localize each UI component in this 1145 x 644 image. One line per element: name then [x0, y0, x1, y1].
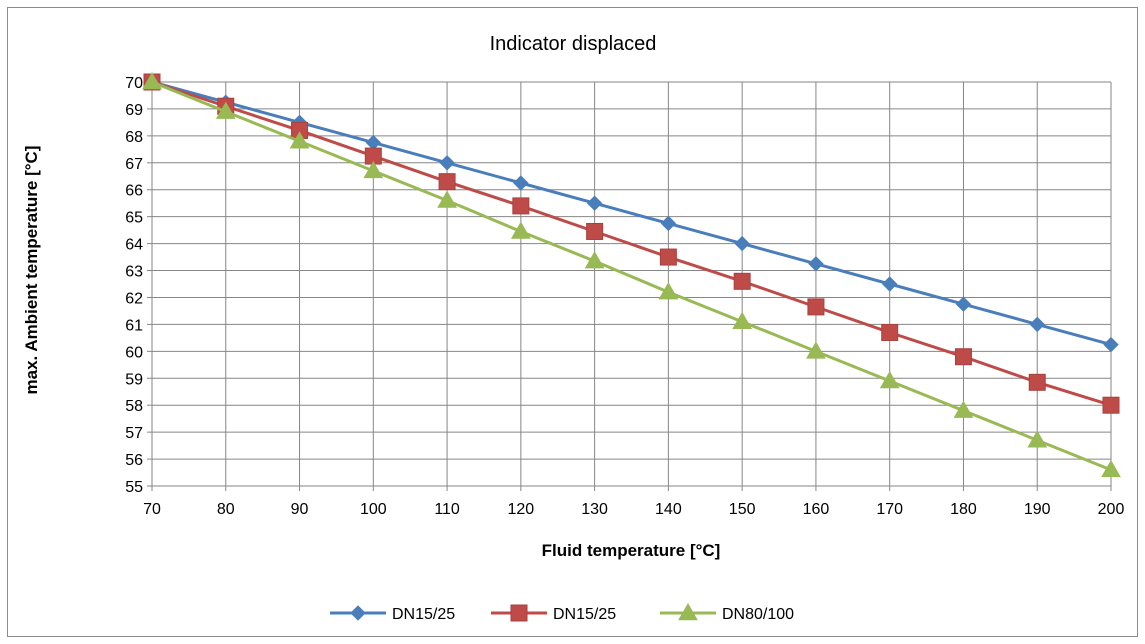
data-point	[660, 215, 677, 232]
data-point	[142, 71, 162, 90]
y-tick-label: 55	[125, 479, 143, 496]
legend-entry: DN80/100	[660, 602, 794, 623]
data-point	[953, 400, 974, 418]
series-line	[151, 80, 1112, 472]
data-point	[733, 272, 751, 290]
series-group	[142, 71, 1121, 478]
data-point	[881, 276, 898, 292]
x-tick-label: 150	[729, 501, 756, 518]
data-point	[365, 134, 382, 151]
data-point	[513, 175, 529, 191]
data-point	[879, 370, 900, 389]
y-tick-label: 70	[125, 75, 143, 92]
data-point	[439, 155, 455, 171]
legend-entry: DN15/25	[330, 605, 455, 623]
x-tick-label: 120	[507, 501, 534, 518]
data-point	[807, 298, 825, 316]
series-2	[143, 73, 1120, 414]
y-tick-label: 62	[125, 290, 143, 307]
x-tick-label: 80	[217, 501, 235, 518]
x-tick-label: 140	[655, 501, 682, 518]
y-axis-title: max. Ambient temperature [°C]	[22, 146, 41, 395]
chart-frame	[7, 7, 1138, 637]
data-point	[955, 296, 972, 312]
data-point	[510, 221, 531, 239]
data-point	[1029, 316, 1045, 333]
y-tick-labels: 55 56 57 58 59 60 61 62 63 64 65 66 67 68 69 70	[125, 75, 143, 496]
y-tick-label: 67	[125, 156, 143, 173]
data-point	[732, 311, 753, 329]
data-point	[808, 256, 824, 272]
data-point	[586, 195, 603, 211]
x-tick-label: 110	[434, 501, 460, 518]
y-tick-label: 60	[125, 344, 143, 361]
x-tick-label: 100	[360, 501, 387, 518]
legend-label: DN15/25	[392, 606, 455, 623]
y-tick-label: 68	[125, 129, 143, 146]
data-point	[1102, 396, 1120, 414]
data-point	[658, 282, 679, 300]
x-tick-label: 180	[950, 501, 977, 518]
axes	[147, 81, 1112, 491]
legend-marker	[678, 602, 698, 621]
data-point	[363, 160, 384, 179]
data-point	[881, 323, 899, 341]
y-tick-label: 69	[125, 102, 143, 119]
x-tick-label: 130	[581, 501, 608, 518]
data-point	[584, 251, 605, 269]
legend-marker	[350, 605, 366, 621]
legend-entry: DN15/25	[491, 604, 616, 623]
x-tick-labels: 70 80 90 100 110 120 130 140 150 160 170 180 190 200	[143, 501, 1124, 518]
x-tick-label: 200	[1098, 501, 1125, 518]
data-point	[1027, 430, 1048, 448]
data-point	[586, 222, 604, 240]
x-tick-label: 160	[803, 501, 830, 518]
data-point	[1028, 373, 1046, 391]
data-point	[438, 173, 456, 191]
series-1	[144, 74, 1119, 353]
y-tick-label: 57	[125, 425, 143, 442]
data-point	[289, 131, 310, 149]
x-tick-label: 170	[876, 501, 903, 518]
y-tick-label: 56	[125, 452, 143, 469]
legend-label: DN80/100	[722, 606, 794, 623]
x-tick-label: 190	[1024, 501, 1051, 518]
legend-marker	[510, 604, 528, 622]
chart-title: Indicator displaced	[490, 33, 657, 55]
y-tick-label: 58	[125, 398, 143, 415]
y-tick-label: 63	[125, 264, 143, 281]
data-point	[734, 235, 750, 252]
y-tick-label: 66	[125, 183, 143, 200]
data-point	[1103, 336, 1119, 353]
y-tick-label: 61	[125, 317, 143, 334]
data-point	[512, 197, 530, 215]
data-point	[954, 348, 972, 366]
y-tick-label: 59	[125, 371, 143, 388]
data-point	[215, 101, 236, 119]
data-point	[806, 341, 826, 359]
legend: DN15/25 DN15/25 DN80/100	[330, 602, 794, 623]
x-tick-label: 90	[291, 501, 309, 518]
data-point	[437, 190, 457, 208]
x-tick-label: 70	[143, 501, 161, 518]
series-line	[151, 80, 1112, 347]
series-line	[151, 80, 1112, 407]
series-3	[142, 71, 1121, 478]
data-point	[1101, 459, 1121, 478]
data-point	[659, 248, 677, 266]
x-axis-title: Fluid temperature [°C]	[542, 541, 721, 560]
legend-label: DN15/25	[553, 606, 616, 623]
y-tick-label: 64	[125, 237, 143, 254]
y-tick-label: 65	[125, 210, 143, 227]
